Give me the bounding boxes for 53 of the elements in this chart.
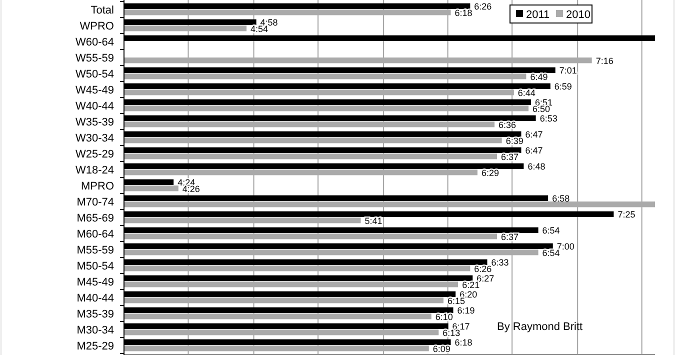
data-label: 6:36 [498,120,516,130]
data-label: 7:16 [596,56,614,66]
data-label: 6:18 [454,338,472,348]
y-tick-label: M55-59 [76,244,114,256]
data-label: 7:25 [618,210,636,220]
y-tick-label: M40-44 [76,292,114,304]
data-label: 6:54 [542,226,560,236]
legend-label: 2011 [526,9,550,21]
data-label: 6:39 [506,136,524,146]
data-label: 6:15 [447,296,466,306]
data-label: 5:41 [364,216,382,226]
data-label: 6:53 [540,114,558,124]
annotation: By Raymond Britt [497,321,583,333]
data-label: 6:26 [474,2,492,12]
y-tick-label: M35-39 [76,308,114,320]
data-label: 6:19 [457,306,475,316]
data-label: 6:09 [432,344,450,354]
y-tick-label: M25-29 [76,340,114,352]
y-tick-label: W18-24 [75,164,114,176]
y-tick-label: W45-49 [75,84,114,96]
y-tick-label: W50-54 [75,68,114,80]
data-label: 6:29 [481,168,499,178]
data-label: 6:54 [542,248,560,258]
data-label: 6:59 [554,82,572,92]
y-tick-label: M45-49 [76,276,114,288]
y-tick-label: M50-54 [76,260,114,272]
data-label: 6:18 [454,8,472,18]
data-label: 6:37 [501,152,519,162]
legend-label: 2010 [566,9,590,21]
y-tick-label: MPRO [81,180,114,192]
data-label: 6:47 [525,146,543,156]
y-tick-label: W35-39 [75,116,114,128]
data-label: 6:37 [501,232,519,242]
data-label: 6:44 [518,88,536,98]
data-label: 6:26 [474,264,492,274]
y-tick-label: W30-34 [75,132,114,144]
data-label: 6:58 [552,194,570,204]
y-tick-label: Total [90,4,114,16]
y-tick-label: WPRO [80,20,114,32]
data-label: 6:49 [530,72,548,82]
y-tick-label: W55-59 [75,52,114,64]
y-tick-label: W25-29 [75,148,114,160]
y-tick-label: M70-74 [76,196,114,208]
data-label: 6:47 [525,130,543,140]
data-label: 6:33 [491,258,509,268]
y-tick-label: M65-69 [76,212,114,224]
y-tick-label: M60-64 [76,228,114,240]
data-label: 6:10 [435,312,453,322]
y-tick-label: W40-44 [75,100,114,112]
y-tick-label: W60-64 [75,36,114,48]
data-label: 6:48 [528,162,546,172]
data-label: 7:01 [559,66,577,76]
y-tick-label: M30-34 [76,324,114,336]
